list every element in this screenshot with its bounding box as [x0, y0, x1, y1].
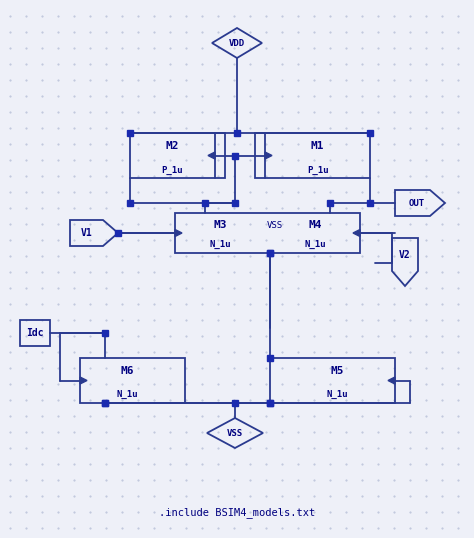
Text: V1: V1	[81, 228, 93, 238]
Polygon shape	[388, 377, 395, 384]
Text: M1: M1	[311, 141, 324, 151]
Polygon shape	[265, 152, 272, 159]
Text: VSS: VSS	[267, 221, 283, 230]
Text: N_1u: N_1u	[117, 390, 138, 399]
Polygon shape	[353, 230, 360, 237]
Text: M6: M6	[121, 366, 134, 376]
Polygon shape	[208, 152, 215, 159]
Text: Idc: Idc	[26, 328, 44, 338]
Bar	[80, 358, 185, 403]
Text: OUT: OUT	[409, 199, 425, 208]
Text: .include BSIM4_models.txt: .include BSIM4_models.txt	[159, 507, 315, 519]
Text: M2: M2	[166, 141, 179, 151]
Text: VSS: VSS	[227, 428, 243, 437]
Text: N_1u: N_1u	[209, 239, 231, 249]
Text: N_1u: N_1u	[304, 239, 326, 249]
Text: M5: M5	[331, 366, 344, 376]
Polygon shape	[80, 377, 87, 384]
Bar	[270, 358, 395, 403]
Text: V2: V2	[399, 250, 411, 260]
Bar	[255, 133, 370, 178]
Polygon shape	[175, 230, 182, 237]
Bar	[130, 133, 225, 178]
Text: VDD: VDD	[229, 39, 245, 47]
Text: P_1u: P_1u	[162, 166, 183, 174]
Text: N_1u: N_1u	[327, 390, 348, 399]
Text: P_1u: P_1u	[307, 166, 328, 174]
Text: M3: M3	[213, 220, 227, 230]
Bar	[175, 213, 360, 253]
Text: M4: M4	[308, 220, 322, 230]
